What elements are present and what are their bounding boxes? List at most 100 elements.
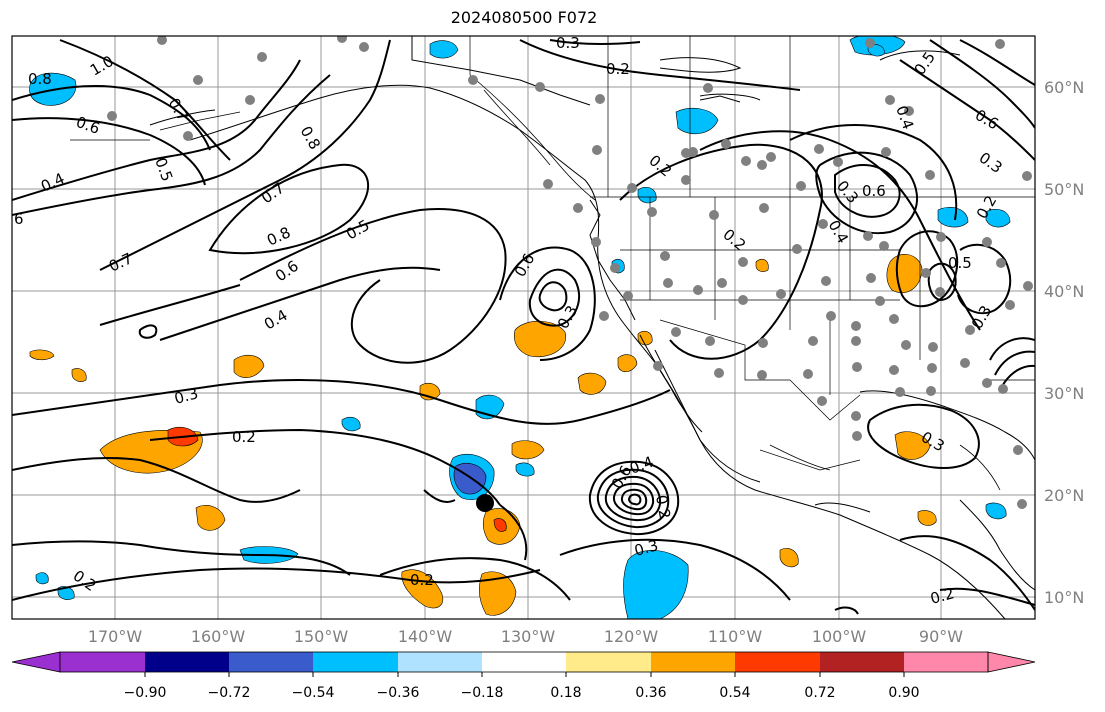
colorbar-segment [735, 652, 820, 672]
longitude-ticks: 170°W 160°W 150°W 140°W 130°W 120°W 110°… [88, 627, 963, 646]
coastline-west [189, 84, 1006, 619]
station-dot [926, 386, 936, 396]
station-dot [758, 338, 768, 348]
contour-0.2-center [149, 428, 501, 506]
contour-label: 0.8 [28, 70, 52, 88]
station-dot [885, 95, 895, 105]
shade-blue-northeast [985, 209, 1011, 228]
cyclone-ring-1 [588, 460, 680, 536]
contour-0.6-offshore [528, 268, 580, 327]
contour-small-west [138, 324, 158, 339]
colorbar-tick-marks [144, 672, 905, 677]
coastline-gulf [859, 390, 1035, 461]
contour-0.5-northeast [899, 59, 1035, 161]
station-dot [927, 363, 937, 373]
contour-0.2-bottom [12, 567, 541, 601]
station-dot [803, 369, 813, 379]
station-dot [663, 278, 673, 288]
contour-0.2-north [519, 39, 801, 91]
coastlines [149, 36, 1035, 619]
contour-small-south [834, 606, 859, 615]
contour-0.7 [99, 39, 391, 271]
shade-orange-gulf [894, 431, 931, 460]
contour-0.2-east-pacific [499, 504, 528, 561]
colorbar-segment [313, 652, 398, 672]
contour-0.3-gulf [867, 403, 980, 469]
shade-orange-west-edge [29, 349, 55, 361]
station-dot [573, 203, 583, 213]
station-dot [653, 361, 663, 371]
station-dot [693, 285, 703, 295]
colorbar-segment [904, 652, 988, 672]
station-dot [660, 251, 670, 261]
contour-0.5-west [12, 59, 301, 201]
contour-0.2-south [12, 540, 351, 576]
lon-tick-label: 170°W [88, 627, 143, 646]
coastline-baja-outer [654, 349, 761, 483]
shade-orange-mexico-south [779, 548, 799, 568]
shade-orange-baja [577, 372, 607, 395]
station-dot [776, 289, 786, 299]
lat-tick-label: 20°N [1044, 486, 1084, 505]
contour-label: 0.3 [172, 384, 200, 408]
station-dot [714, 368, 724, 378]
contour-0.2-caribbean [899, 535, 1035, 611]
shade-orange-south-2 [479, 571, 517, 616]
aleutian-chain-2 [159, 111, 241, 131]
lat-tick-label: 10°N [1044, 588, 1084, 607]
contour-label: 6 [14, 210, 24, 228]
station-dot [647, 207, 657, 217]
station-dot [468, 75, 478, 85]
arctic-isle [699, 95, 741, 103]
station-dot [960, 358, 970, 368]
mexico-state-border [759, 449, 861, 471]
colorbar-tick-label: 0.72 [804, 685, 835, 701]
colorbar-tick-label: −0.54 [292, 685, 335, 701]
shade-blue-central-3 [515, 462, 535, 477]
contour-0.2-bottom-2 [379, 557, 571, 601]
shade-orange-midwest [886, 254, 923, 294]
shade-blue-pnw [637, 187, 657, 204]
alaska-panhandle-inner [483, 89, 551, 166]
shade-blue-caribbean [985, 502, 1007, 520]
contour-east-coast-2 [994, 350, 1035, 376]
lat-tick-label: 30°N [1044, 384, 1084, 403]
coastline-baja-inner [639, 334, 703, 433]
station-dot [757, 160, 767, 170]
station-dot [1005, 300, 1015, 310]
station-dot [627, 183, 637, 193]
contour-0.7-offshore [538, 281, 568, 312]
contour-0.7-northeast [959, 39, 1035, 86]
lon-tick-label: 100°W [812, 627, 867, 646]
contour-0.6-midwest-inner [834, 163, 901, 218]
contour-0.3-south [559, 538, 791, 601]
station-dot [889, 365, 899, 375]
station-dot [982, 237, 992, 247]
station-dot [818, 219, 828, 229]
station-dot [996, 258, 1006, 268]
shade-blue-great-lakes [937, 207, 969, 228]
lon-tick-label: 150°W [294, 627, 349, 646]
station-dot [921, 268, 931, 278]
station-dot [851, 321, 861, 331]
station-dot [257, 52, 267, 62]
station-dot [866, 273, 876, 283]
colorbar-high-extend [987, 651, 1036, 673]
station-dot [591, 237, 601, 247]
contour-0.8-center [208, 163, 369, 255]
mexico-inland [769, 444, 831, 471]
coastline-central-america [959, 499, 1035, 591]
colorbar-segment [566, 652, 651, 672]
station-dot [738, 257, 748, 267]
station-dot [193, 75, 203, 85]
station-dot [982, 378, 992, 388]
colorbar-tick-label: −0.36 [377, 685, 420, 701]
shade-blue-south-mexico [623, 550, 689, 619]
storm-center-marker [476, 494, 494, 512]
colorbar-tick-label: 0.18 [550, 685, 581, 701]
shade-orange-west-2 [71, 368, 87, 382]
station-dot [107, 111, 117, 121]
station-dot [741, 156, 751, 166]
station-dot [936, 232, 946, 242]
